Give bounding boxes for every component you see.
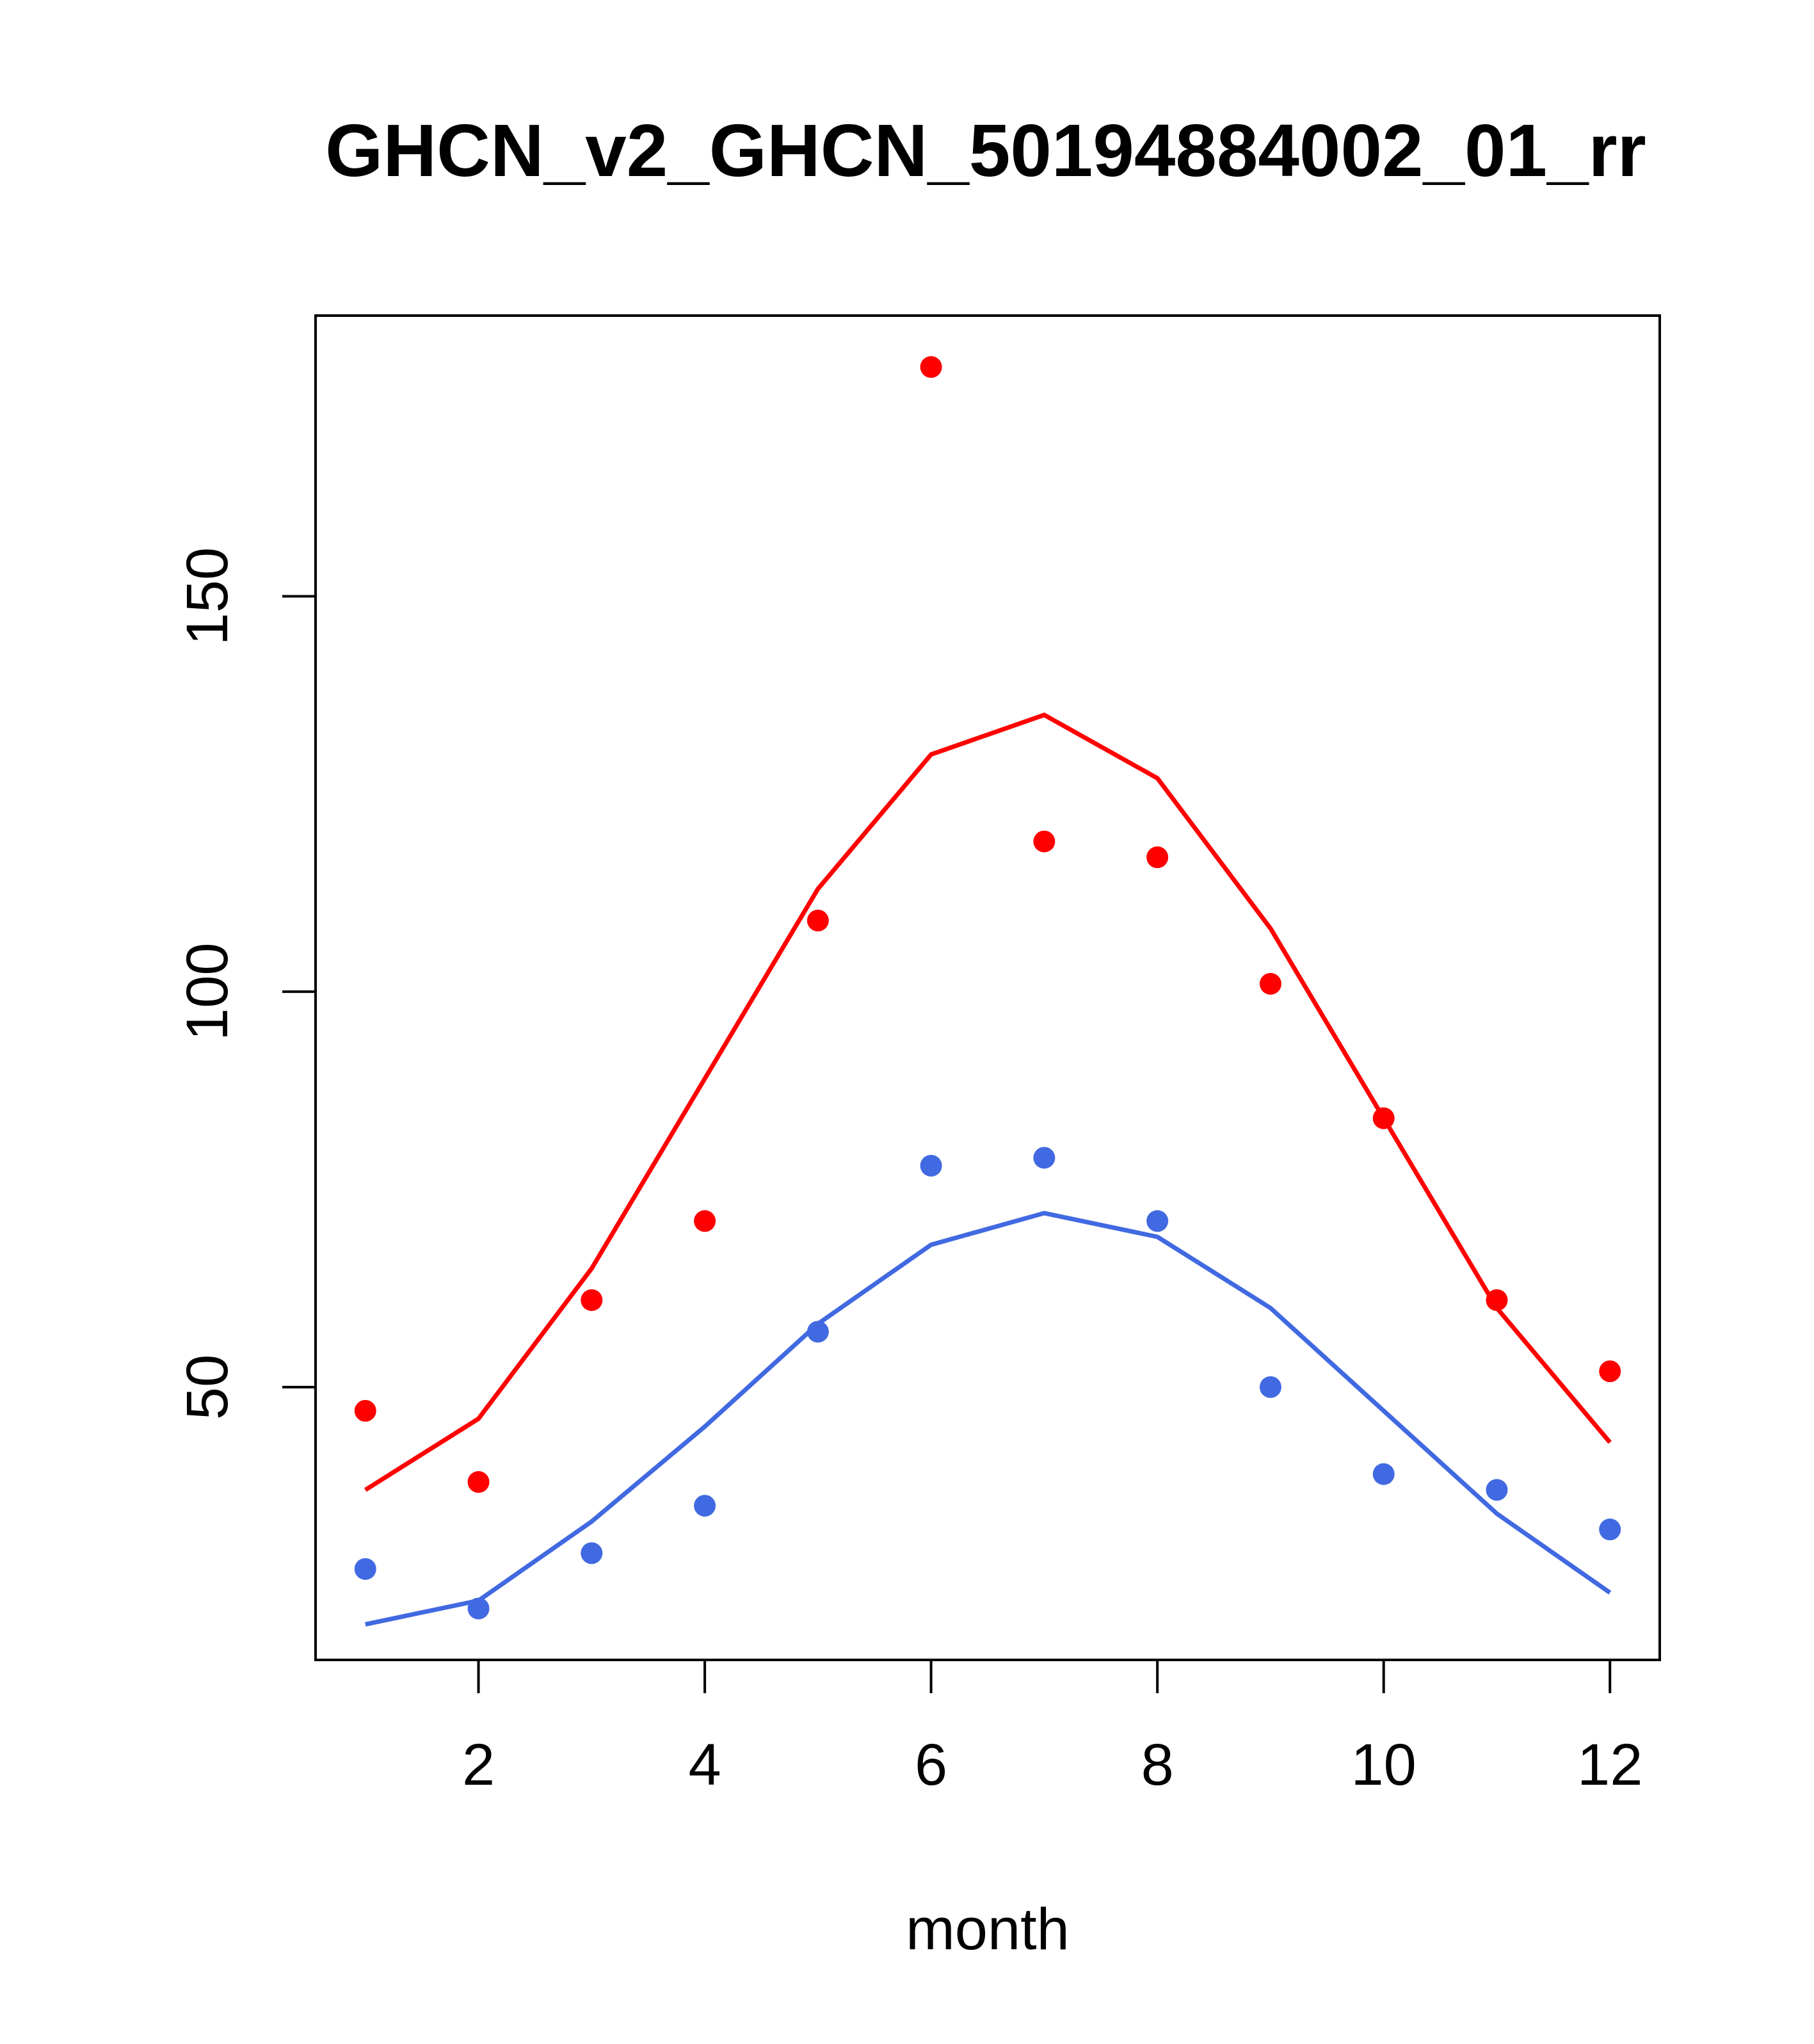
x-tick-label: 4 (688, 1732, 721, 1798)
series-line-2 (365, 1211, 1612, 1627)
series-point-1-5 (807, 910, 829, 931)
x-tick-label: 8 (1141, 1732, 1174, 1798)
series-point-1-7 (1033, 830, 1055, 853)
series-point-3-4 (694, 1495, 716, 1517)
series-point-1-8 (1146, 846, 1169, 869)
series-point-3-6 (920, 1154, 942, 1177)
x-axis-label: month (906, 1897, 1070, 1962)
series-point-3-11 (1486, 1479, 1508, 1501)
chart-title: GHCN_v2_GHCN_50194884002_01_rr (325, 109, 1646, 192)
series-point-3-5 (807, 1321, 829, 1343)
series-layer (354, 356, 1621, 1627)
series-point-3-3 (581, 1542, 603, 1565)
y-axis: 50 100 150 (175, 547, 317, 1420)
x-axis: 2 4 6 8 10 12 (462, 1659, 1642, 1798)
y-tick-label: 50 (175, 1355, 240, 1420)
series-point-1-4 (694, 1210, 716, 1232)
series-point-1-3 (581, 1289, 603, 1311)
series-point-3-9 (1259, 1376, 1281, 1398)
plot-frame (314, 314, 1661, 1661)
series-point-3-7 (1033, 1147, 1055, 1169)
series-point-1-9 (1259, 972, 1281, 995)
series-point-1-11 (1486, 1289, 1508, 1311)
series-point-1-10 (1372, 1107, 1395, 1129)
y-tick-label: 150 (175, 547, 240, 646)
x-tick-label: 10 (1351, 1732, 1417, 1798)
series-point-3-12 (1599, 1518, 1621, 1541)
x-tick-label: 12 (1577, 1732, 1642, 1798)
series-point-3-1 (354, 1557, 376, 1580)
series-point-1-12 (1599, 1360, 1621, 1383)
series-line-0 (364, 712, 1612, 1492)
series-point-1-2 (467, 1471, 490, 1493)
y-tick-label: 100 (175, 942, 240, 1041)
x-tick-label: 2 (462, 1732, 495, 1798)
series-point-1-6 (920, 356, 942, 378)
series-point-3-8 (1146, 1210, 1169, 1232)
series-point-3-10 (1372, 1463, 1395, 1485)
series-point-1-1 (354, 1399, 376, 1422)
x-tick-label: 6 (915, 1732, 947, 1798)
series-point-3-2 (467, 1597, 490, 1620)
